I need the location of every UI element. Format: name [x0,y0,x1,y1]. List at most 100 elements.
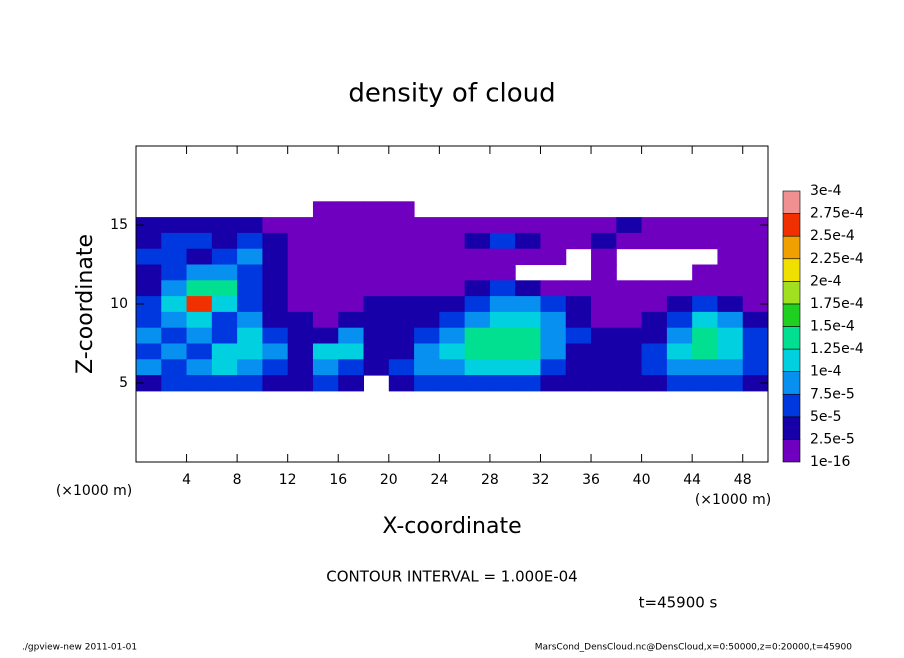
cell [186,327,213,344]
cell [641,359,668,376]
cell [540,343,567,360]
cell [591,280,617,297]
cell [666,296,693,313]
colorbar-box [782,213,801,237]
cell [388,217,415,234]
cell [287,375,314,392]
cell [591,375,617,392]
cell [565,296,592,313]
y-tick-label: 15 [110,217,128,233]
cell [363,232,390,250]
cell [591,311,617,329]
cell [186,264,213,281]
x-tick-label: 16 [329,472,347,488]
cell [439,375,466,392]
cell [237,280,263,297]
cell [540,280,567,297]
cell [616,359,643,376]
cell [717,232,744,250]
cell [388,201,415,218]
colorbar-box [782,235,801,260]
cell [464,311,491,329]
cell [742,232,769,250]
cell [312,248,339,265]
cell [312,232,339,250]
cell [388,264,415,281]
cell [616,280,643,297]
cell [515,232,541,250]
cell [489,296,516,313]
cell [338,201,365,218]
cell [591,217,617,234]
cell [338,311,365,329]
cell [312,375,339,392]
cell [439,359,466,376]
cell [161,264,188,281]
cell [717,375,744,392]
cell [717,311,744,329]
cell [515,311,541,329]
cell [742,375,769,392]
cell [692,232,718,250]
colorbar-box [782,348,801,372]
cell [616,375,643,392]
cell [363,359,390,376]
cell [262,296,289,313]
cell [237,232,263,250]
colorbar-box [782,190,801,214]
colorbar-label: 7.5e-5 [810,386,855,402]
cell [161,343,188,360]
cell [186,248,213,265]
colorbar-box [782,326,801,350]
cell [515,359,541,376]
cell [161,296,188,313]
cell [262,280,289,297]
cell [692,296,718,313]
cell [591,232,617,250]
cell [237,311,263,329]
colorbar-label: 2.5e-5 [810,431,855,447]
cell [136,248,162,265]
cell [338,343,365,360]
colorbar-label: 3e-4 [810,183,842,199]
cell [312,327,339,344]
cell [237,296,263,313]
cell [237,343,263,360]
cell [742,296,769,313]
cell [262,311,289,329]
cell [338,375,365,392]
cell [717,264,744,281]
cell [414,359,440,376]
cell [186,311,213,329]
cell [388,327,415,344]
cell [464,280,491,297]
cell [692,327,718,344]
x-tick-label: 24 [430,472,448,488]
cell [717,280,744,297]
cell [540,217,567,234]
x-tick-label: 48 [734,472,752,488]
cell [565,375,592,392]
cell [388,280,415,297]
x-tick-label: 20 [380,472,398,488]
cell [464,359,491,376]
cell [692,375,718,392]
cell [540,232,567,250]
cell [666,311,693,329]
cell [388,296,415,313]
cell [641,375,668,392]
cell [666,217,693,234]
cell [439,280,466,297]
cell [515,248,541,265]
colorbar-box [782,416,801,440]
cell [489,264,516,281]
colorbar-box [782,439,801,463]
cell [439,296,466,313]
cell [161,232,188,250]
cell [489,327,516,344]
cell [287,296,314,313]
colorbar-label: 1.25e-4 [810,341,864,357]
cell [136,264,162,281]
cell [616,217,643,234]
cell [489,232,516,250]
